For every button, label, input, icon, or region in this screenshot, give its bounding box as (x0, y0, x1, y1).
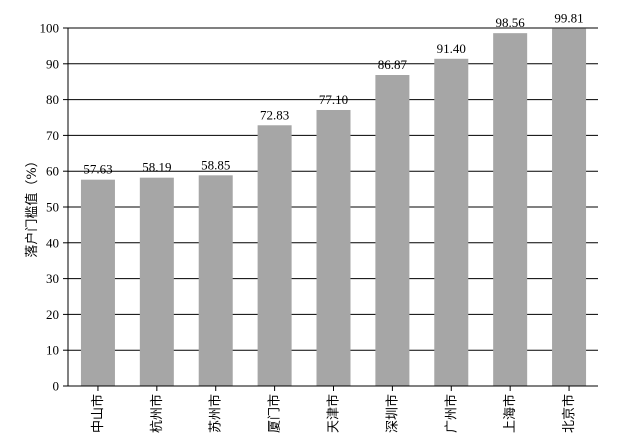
data-label: 72.83 (260, 107, 289, 122)
data-labels: 57.63 58.19 58.85 72.83 77.10 86.87 91.40 98.56… (83, 11, 583, 177)
bar (552, 28, 587, 386)
axes (63, 27, 598, 391)
y-tick-label: 50 (46, 200, 59, 215)
x-tick-label: 中山市 (90, 394, 106, 433)
y-tick-label: 90 (46, 56, 59, 71)
data-label: 77.10 (319, 92, 348, 107)
data-label: 57.63 (83, 162, 112, 177)
data-label: 98.56 (496, 15, 526, 30)
bar (493, 33, 528, 386)
data-label: 91.40 (437, 41, 466, 56)
y-tick-labels: 0 10 20 30 40 50 60 70 80 90 100 (40, 21, 60, 394)
bar (375, 75, 410, 386)
y-tick-label: 20 (46, 307, 59, 322)
data-label: 58.85 (201, 157, 230, 172)
x-tick-label: 上海市 (502, 394, 518, 433)
x-tick-label: 深圳市 (384, 394, 400, 433)
y-tick-label: 40 (46, 235, 59, 250)
y-tick-label: 60 (46, 164, 59, 179)
y-tick-label: 0 (53, 379, 60, 394)
bars (80, 28, 587, 387)
y-tick-label: 80 (46, 92, 59, 107)
y-tick-label: 100 (40, 21, 60, 36)
x-tick-label: 北京市 (561, 394, 577, 433)
bar (139, 177, 174, 386)
data-label: 86.87 (378, 57, 408, 72)
y-tick-label: 30 (46, 271, 59, 286)
data-label: 58.19 (142, 160, 171, 175)
x-tick-label: 厦门市 (267, 394, 283, 433)
x-tick-label: 苏州市 (208, 394, 224, 433)
category-labels: 中山市 杭州市 苏州市 厦门市 天津市 深圳市 广州市 上海市 北京市 (90, 394, 577, 433)
data-label: 99.81 (554, 11, 583, 26)
bar (316, 109, 351, 387)
bar (80, 179, 115, 386)
bar (434, 58, 469, 387)
x-tick-label: 广州市 (443, 394, 459, 433)
x-tick-label: 天津市 (326, 394, 342, 433)
y-tick-label: 10 (46, 343, 59, 358)
x-tick-label: 杭州市 (149, 394, 165, 433)
y-tick-label: 70 (46, 128, 59, 143)
bar (257, 125, 292, 386)
bar (198, 175, 233, 386)
y-axis-title: 落户门槛值（%） (24, 154, 40, 257)
